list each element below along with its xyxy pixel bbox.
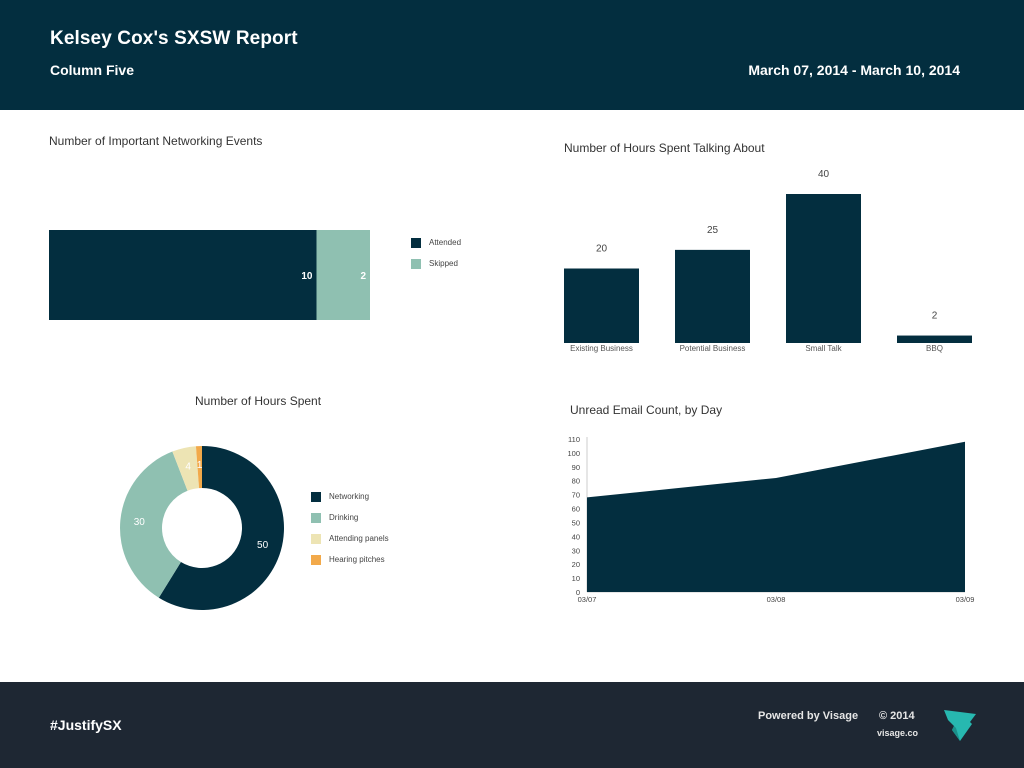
x-tick-label: 03/09 (956, 595, 975, 604)
x-tick-label: 03/07 (578, 595, 597, 604)
report-title: Kelsey Cox's SXSW Report (50, 28, 298, 49)
x-tick-label: BBQ (926, 344, 943, 353)
x-tick-label: 03/08 (767, 595, 786, 604)
powered-by[interactable]: Powered by Visage (758, 710, 859, 722)
site-link[interactable]: visage.co (877, 728, 919, 738)
report-footer: #JustifySX Powered by Visage © 2014 visa… (0, 682, 1024, 768)
legend-swatch (411, 237, 421, 248)
area-series (587, 441, 965, 592)
talking-chart-title: Number of Hours Spent Talking About (564, 141, 765, 155)
y-tick-label: 90 (572, 463, 580, 472)
networking-legend-item: Attended (411, 232, 461, 253)
legend-swatch (311, 554, 321, 565)
hashtag: #JustifySX (50, 717, 122, 733)
slice-drinking (120, 451, 188, 598)
bar (675, 249, 750, 343)
data-label: 2 (932, 311, 938, 322)
hours-legend-item: Drinking (311, 507, 389, 528)
networking-legend: Attended Skipped (411, 232, 461, 274)
networking-chart: 10 2 (49, 230, 370, 320)
networking-chart-title: Number of Important Networking Events (49, 134, 263, 148)
hours-legend: Networking Drinking Attending panels Hearin… (311, 486, 389, 570)
hours-legend-item: Attending panels (311, 528, 389, 549)
y-tick-label: 70 (572, 491, 580, 500)
y-tick-label: 60 (572, 505, 580, 514)
y-tick-label: 20 (572, 560, 580, 569)
data-label: 20 (596, 244, 608, 255)
y-tick-label: 50 (572, 518, 580, 527)
y-tick-label: 0 (576, 588, 580, 597)
copyright: © 2014 (879, 710, 915, 722)
bar (786, 194, 861, 343)
bar-segment-attended (49, 230, 317, 320)
report-date-range: March 07, 2014 - March 10, 2014 (748, 62, 960, 78)
hours-chart: 50 30 4 1 (120, 446, 284, 610)
y-tick-label: 110 (568, 435, 580, 444)
y-tick-label: 80 (572, 477, 580, 486)
x-tick-label: Potential Business (680, 344, 746, 353)
email-chart: 0 10 20 30 40 50 60 70 80 90 100 110 03/07 03/08 03/09 (567, 435, 975, 604)
slice-label: 50 (257, 540, 269, 551)
legend-label: Attending panels (329, 534, 389, 543)
hours-chart-title: Number of Hours Spent (195, 394, 322, 408)
slice-networking (158, 446, 284, 610)
legend-swatch (411, 258, 421, 269)
visage-logo-icon[interactable] (942, 708, 978, 742)
y-tick-label: 10 (572, 574, 580, 583)
slice-label: 30 (134, 517, 146, 528)
legend-label: Drinking (329, 513, 359, 522)
data-label: 40 (818, 169, 830, 180)
legend-label: Attended (429, 238, 462, 247)
legend-swatch (311, 512, 321, 523)
bar (564, 268, 639, 343)
y-tick-label: 40 (572, 532, 580, 541)
slice-attending-panels (172, 446, 200, 491)
networking-legend-item: Skipped (411, 253, 461, 274)
talking-chart: 20 Existing Business 25 Potential Business 4… (564, 169, 972, 353)
report-subtitle: Column Five (50, 62, 135, 78)
bar-segment-skipped (316, 230, 370, 320)
slice-label: 1 (197, 460, 203, 471)
email-chart-title: Unread Email Count, by Day (570, 403, 723, 417)
hours-legend-item: Networking (311, 486, 389, 507)
data-label: 25 (707, 225, 719, 236)
legend-label: Networking (329, 492, 370, 501)
y-tick-label: 100 (567, 449, 580, 458)
y-tick-label: 30 (572, 546, 580, 555)
slice-hearing-pitches (195, 446, 202, 489)
bar (897, 335, 972, 343)
hours-legend-item: Hearing pitches (311, 549, 389, 570)
legend-label: Hearing pitches (329, 555, 385, 564)
x-tick-label: Small Talk (805, 344, 842, 353)
slice-label: 4 (185, 462, 191, 473)
report-header: Kelsey Cox's SXSW Report Column Five Mar… (0, 0, 1024, 110)
legend-swatch (311, 533, 321, 544)
data-label: 2 (360, 271, 366, 282)
legend-label: Skipped (429, 259, 458, 268)
x-tick-label: Existing Business (570, 344, 633, 353)
legend-swatch (311, 491, 321, 502)
data-label: 10 (301, 271, 313, 282)
